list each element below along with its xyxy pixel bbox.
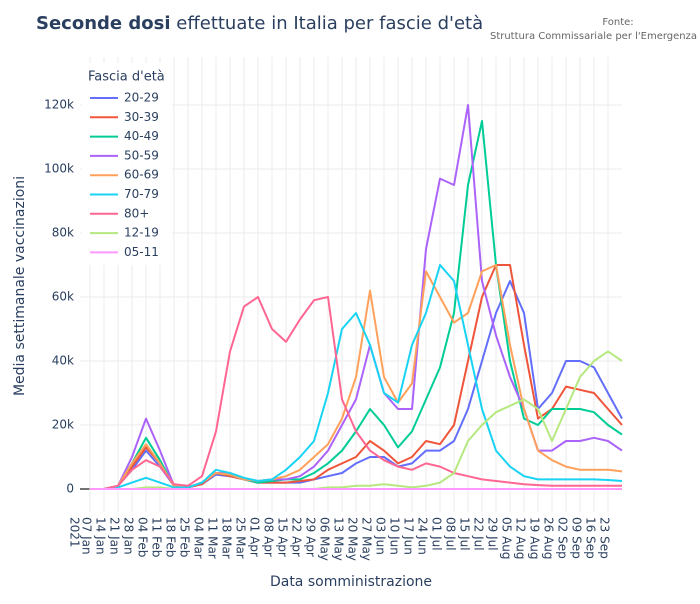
title-rest: effettuate in Italia per fascie d'età xyxy=(176,13,483,34)
legend-label: 60-69 xyxy=(124,168,159,182)
x-tick-label: 25 Mar xyxy=(234,517,248,559)
x-tick-label: 22 Apr xyxy=(290,517,304,557)
x-tick-label: 07 Jan xyxy=(80,517,94,555)
x-tick-label: 18 Mar xyxy=(220,517,234,559)
y-tick-label: 120k xyxy=(44,97,74,111)
x-tick-label: 29 Jul xyxy=(486,517,500,551)
x-tick-label: 05 Aug xyxy=(500,517,514,560)
y-tick-label: 60k xyxy=(52,289,74,303)
x-year-label: 2021 xyxy=(68,517,82,548)
x-tick-label: 15 Jul xyxy=(458,517,472,551)
series-line xyxy=(90,296,622,490)
source: Struttura Commissariale per l'Emergenza xyxy=(490,31,697,42)
y-tick-label: 0 xyxy=(66,481,74,495)
x-tick-label: 17 Jun xyxy=(402,517,416,555)
x-tick-label: 22 Jul xyxy=(472,517,486,551)
x-tick-label: 21 Jan xyxy=(108,517,122,555)
x-tick-label: 16 Sep xyxy=(584,517,598,559)
y-tick-label: 100k xyxy=(44,161,74,175)
chart-title: Seconde dosi effettuate in Italia per fa… xyxy=(36,13,483,34)
y-tick-label: 80k xyxy=(52,225,74,239)
lines xyxy=(90,104,623,490)
x-tick-label: 10 Jun xyxy=(388,517,402,555)
x-tick-label: 02 Sep xyxy=(556,517,570,559)
x-tick-label: 29 Apr xyxy=(304,517,318,557)
series-line xyxy=(90,264,623,490)
legend-label: 40-49 xyxy=(124,129,159,143)
x-tick-label: 01 Apr xyxy=(248,517,262,557)
x-axis-title: Data somministrazione xyxy=(270,574,432,590)
legend-box xyxy=(82,63,172,265)
legend-label: 70-79 xyxy=(124,187,159,201)
legend-label: 30-39 xyxy=(124,110,159,124)
x-tick-label: 11 Feb xyxy=(150,517,164,557)
legend-label: 20-29 xyxy=(124,91,159,105)
source-label: Fonte: xyxy=(602,17,633,28)
x-tick-label: 04 Mar xyxy=(192,517,206,559)
x-tick-label: 20 May xyxy=(346,517,360,561)
legend-label: 80+ xyxy=(124,206,149,220)
x-tick-label: 28 Jan xyxy=(122,517,136,555)
title-bold: Seconde dosi xyxy=(36,13,171,34)
legend-label: 12-19 xyxy=(124,226,159,240)
x-tick-label: 15 Apr xyxy=(276,517,290,557)
x-tick-label: 27 May xyxy=(360,517,374,561)
legend: Fascia d'età 20-29 30-39 40-49 50-59 60-69 70… xyxy=(82,63,172,265)
x-tick-label: 06 May xyxy=(318,517,332,561)
x-tick-label: 26 Aug xyxy=(542,517,556,560)
x-tick-label: 23 Sep xyxy=(598,517,612,559)
x-tick-label: 04 Feb xyxy=(136,517,150,557)
x-tick-label: 25 Feb xyxy=(178,517,192,557)
x-tick-label: 24 Jun xyxy=(416,517,430,555)
x-tick-label: 08 Jul xyxy=(444,517,458,551)
x-tick-label: 18 Feb xyxy=(164,517,178,557)
legend-label: 05-11 xyxy=(124,245,159,259)
x-tick-label: 09 Sep xyxy=(570,517,584,559)
x-tick-label: 01 Jul xyxy=(430,517,444,551)
x-tick-label: 12 Aug xyxy=(514,517,528,560)
x-tick-label: 03 Jun xyxy=(374,517,388,555)
y-tick-label: 40k xyxy=(52,353,74,367)
x-tick-label: 13 May xyxy=(332,517,346,561)
series-line xyxy=(90,264,623,490)
y-tick-label: 20k xyxy=(52,417,74,431)
y-axis-title: Media settimanale vaccinazioni xyxy=(12,176,28,396)
legend-label: 50-59 xyxy=(124,148,159,162)
x-tick-label: 11 Mar xyxy=(206,517,220,559)
x-tick-label: 08 Apr xyxy=(262,517,276,557)
legend-title: Fascia d'età xyxy=(88,70,165,85)
x-tick-label: 14 Jan xyxy=(94,517,108,555)
x-tick-label: 19 Aug xyxy=(528,517,542,560)
